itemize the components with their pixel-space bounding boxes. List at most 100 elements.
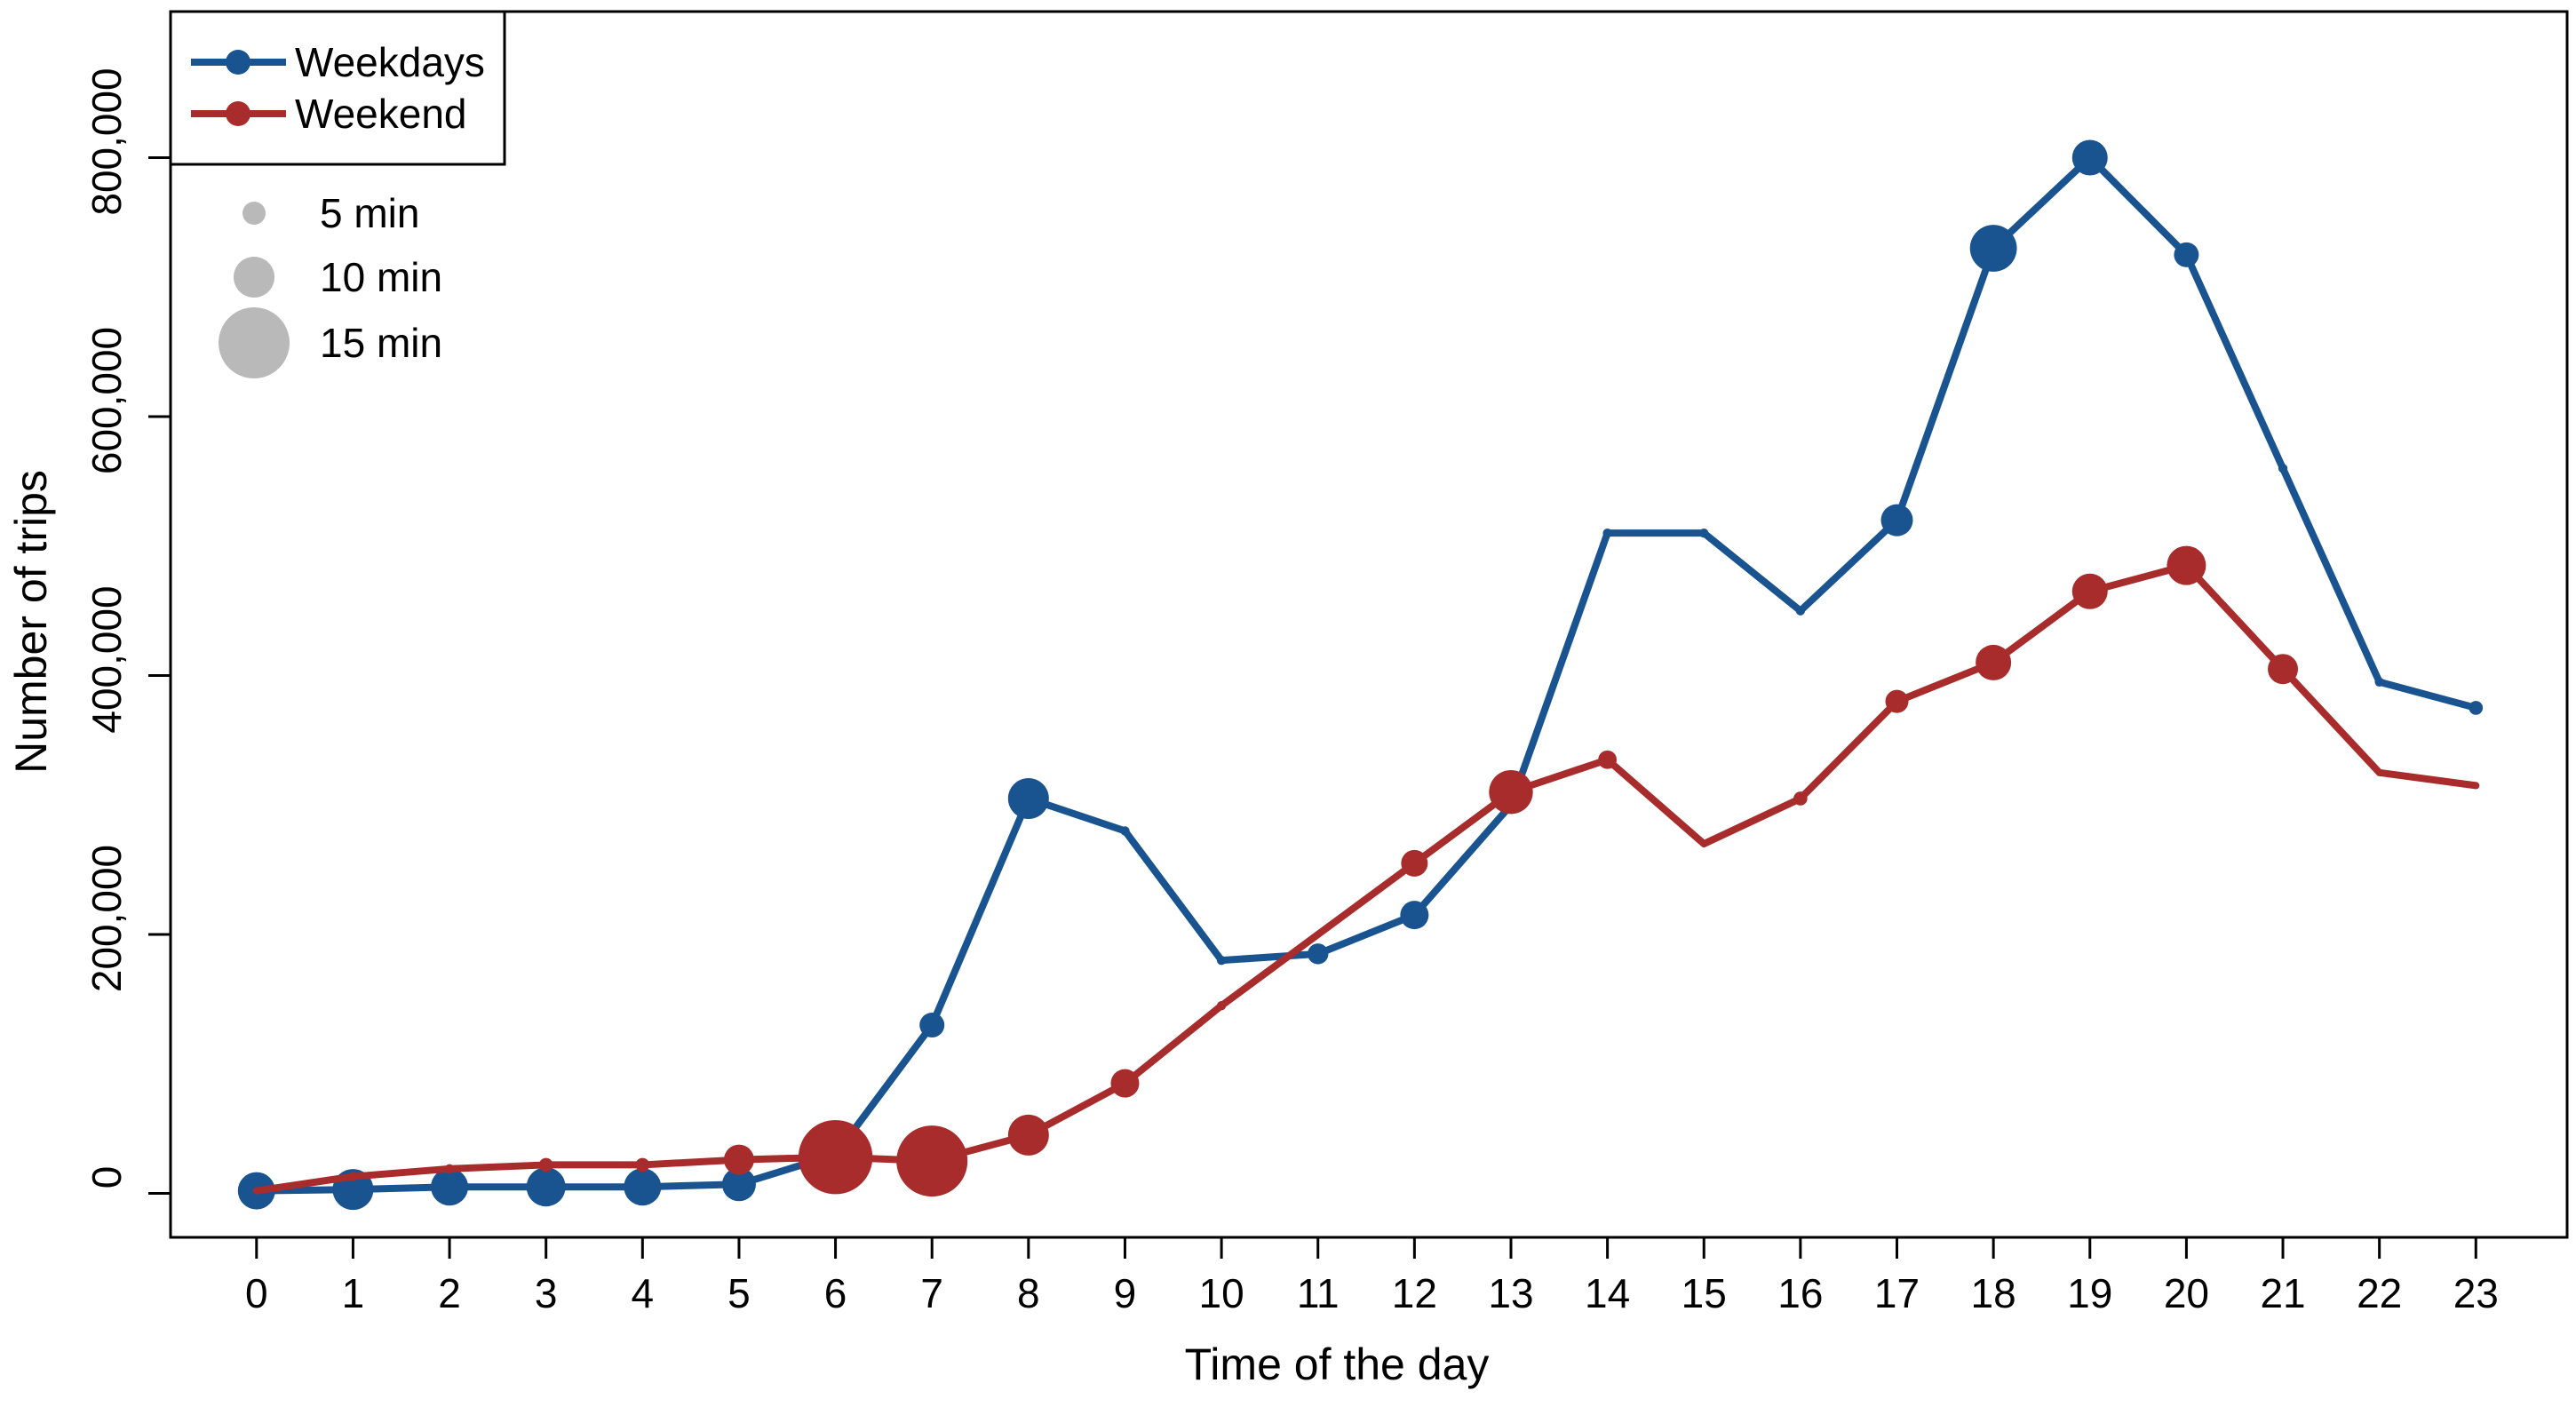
weekend-point-h14	[1598, 750, 1618, 769]
x-tick-label-2: 2	[438, 1270, 461, 1316]
legend-entry-weekend: Weekend	[191, 91, 467, 137]
weekend-point-h6	[798, 1119, 873, 1195]
plot-border	[169, 10, 2569, 1239]
x-tick-label-10: 10	[1199, 1270, 1244, 1316]
weekend-point-h9	[1110, 1069, 1140, 1098]
weekend-point-h23	[2472, 782, 2480, 790]
y-axis: 0 200,000 400,000 600,000 800,000	[83, 68, 171, 1195]
weekdays-point-h8	[1007, 777, 1049, 819]
weekdays-line	[252, 154, 2480, 1195]
size-legend-bubble-10min	[234, 257, 274, 298]
weekend-line	[252, 561, 2480, 1195]
weekdays-point-h23	[2469, 701, 2484, 715]
weekdays-point-h2	[431, 1168, 469, 1206]
plot-frame	[169, 10, 2569, 1239]
size-legend-entry-10min: 10 min	[234, 254, 442, 300]
size-legend-label-15min: 15 min	[320, 320, 442, 366]
x-tick-label-12: 12	[1392, 1270, 1437, 1316]
series-layer	[237, 139, 2484, 1211]
y-tick-label-0: 0	[83, 1166, 130, 1189]
x-tick-label-17: 17	[1874, 1270, 1920, 1316]
x-axis-title: Time of the day	[1185, 1339, 1490, 1389]
x-tick-label-4: 4	[632, 1270, 655, 1316]
weekdays-point-h21	[2278, 464, 2288, 473]
x-tick-label-11: 11	[1297, 1270, 1340, 1316]
y-tick-label-3: 600,000	[83, 327, 130, 474]
x-tick-label-1: 1	[342, 1270, 365, 1316]
weekend-point-h13	[1489, 769, 1533, 815]
size-legend: 5 min 10 min 15 min	[219, 190, 442, 378]
y-tick-label-4: 800,000	[83, 68, 130, 215]
legend-point-sample-weekend	[226, 101, 250, 126]
x-tick-label-20: 20	[2164, 1270, 2209, 1316]
weekend-point-h3	[538, 1157, 553, 1172]
weekend-point-h11	[1314, 931, 1322, 938]
legend-entry-weekdays: Weekdays	[191, 39, 485, 85]
size-legend-label-5min: 5 min	[320, 190, 419, 236]
x-tick-label-8: 8	[1017, 1270, 1040, 1316]
weekdays-point-h16	[1795, 606, 1806, 616]
weekend-point-h5	[723, 1144, 754, 1175]
size-legend-bubble-5min	[242, 202, 266, 225]
x-tick-label-18: 18	[1971, 1270, 2016, 1316]
weekend-point-h16	[1793, 791, 1808, 806]
series-legend-box	[169, 10, 506, 166]
legend-label-weekdays: Weekdays	[295, 39, 485, 85]
weekend-point-h1	[348, 1172, 358, 1181]
weekend-point-h15	[1700, 840, 1708, 847]
legend-label-weekend: Weekend	[295, 91, 467, 137]
weekdays-point-h5	[721, 1167, 756, 1202]
x-tick-label-13: 13	[1488, 1270, 1533, 1316]
weekdays-point-h7	[919, 1013, 945, 1038]
size-legend-bubble-15min	[219, 307, 290, 378]
x-axis: 0 1 2 3 4 5 6 7 8 9 10 11 12 13 14 15 16 17 18 19 20 21 22 23	[245, 1237, 2499, 1316]
weekdays-point-h18	[1969, 225, 2017, 272]
weekend-point-h19	[2071, 573, 2108, 609]
size-legend-entry-15min: 15 min	[219, 307, 442, 378]
weekend-point-h21	[2268, 654, 2299, 685]
x-tick-label-14: 14	[1585, 1270, 1630, 1316]
legend-point-sample-weekdays	[226, 50, 250, 75]
x-tick-label-21: 21	[2260, 1270, 2305, 1316]
weekend-point-h8	[1007, 1114, 1049, 1156]
weekend-series	[252, 545, 2480, 1197]
y-axis-title: Number of trips	[6, 470, 56, 774]
weekdays-point-h4	[624, 1168, 662, 1206]
size-legend-label-10min: 10 min	[320, 254, 442, 300]
x-tick-label-3: 3	[535, 1270, 558, 1316]
weekend-point-h0	[252, 1187, 260, 1195]
weekdays-point-h9	[1120, 826, 1130, 836]
weekdays-point-h3	[526, 1167, 566, 1207]
weekdays-point-h11	[1308, 943, 1329, 965]
x-tick-label-19: 19	[2067, 1270, 2112, 1316]
x-tick-label-5: 5	[727, 1270, 751, 1316]
size-legend-entry-5min: 5 min	[242, 190, 419, 236]
y-tick-label-2: 400,000	[83, 585, 130, 733]
x-tick-label-6: 6	[824, 1270, 847, 1316]
weekdays-point-h12	[1400, 901, 1429, 930]
series-legend: Weekdays Weekend	[169, 10, 506, 166]
x-tick-label-0: 0	[245, 1270, 268, 1316]
weekdays-point-h19	[2071, 139, 2108, 176]
weekend-point-h12	[1401, 849, 1428, 877]
x-tick-label-23: 23	[2453, 1270, 2499, 1316]
weekdays-point-h22	[2374, 677, 2384, 687]
x-tick-label-16: 16	[1777, 1270, 1823, 1316]
x-tick-label-7: 7	[920, 1270, 943, 1316]
weekend-point-h17	[1885, 689, 1909, 713]
weekdays-point-h20	[2174, 242, 2199, 267]
x-tick-label-15: 15	[1682, 1270, 1727, 1316]
y-tick-label-1: 200,000	[83, 845, 130, 992]
weekdays-point-h15	[1699, 528, 1709, 538]
x-tick-label-22: 22	[2357, 1270, 2402, 1316]
weekend-point-h22	[2375, 768, 2383, 776]
weekdays-point-h17	[1880, 504, 1913, 537]
weekdays-point-h14	[1602, 528, 1612, 538]
weekend-point-h10	[1216, 1000, 1227, 1011]
weekend-point-h2	[444, 1164, 455, 1174]
weekend-point-h20	[2167, 545, 2206, 585]
weekend-point-h4	[635, 1157, 650, 1172]
weekdays-point-h10	[1216, 955, 1227, 966]
